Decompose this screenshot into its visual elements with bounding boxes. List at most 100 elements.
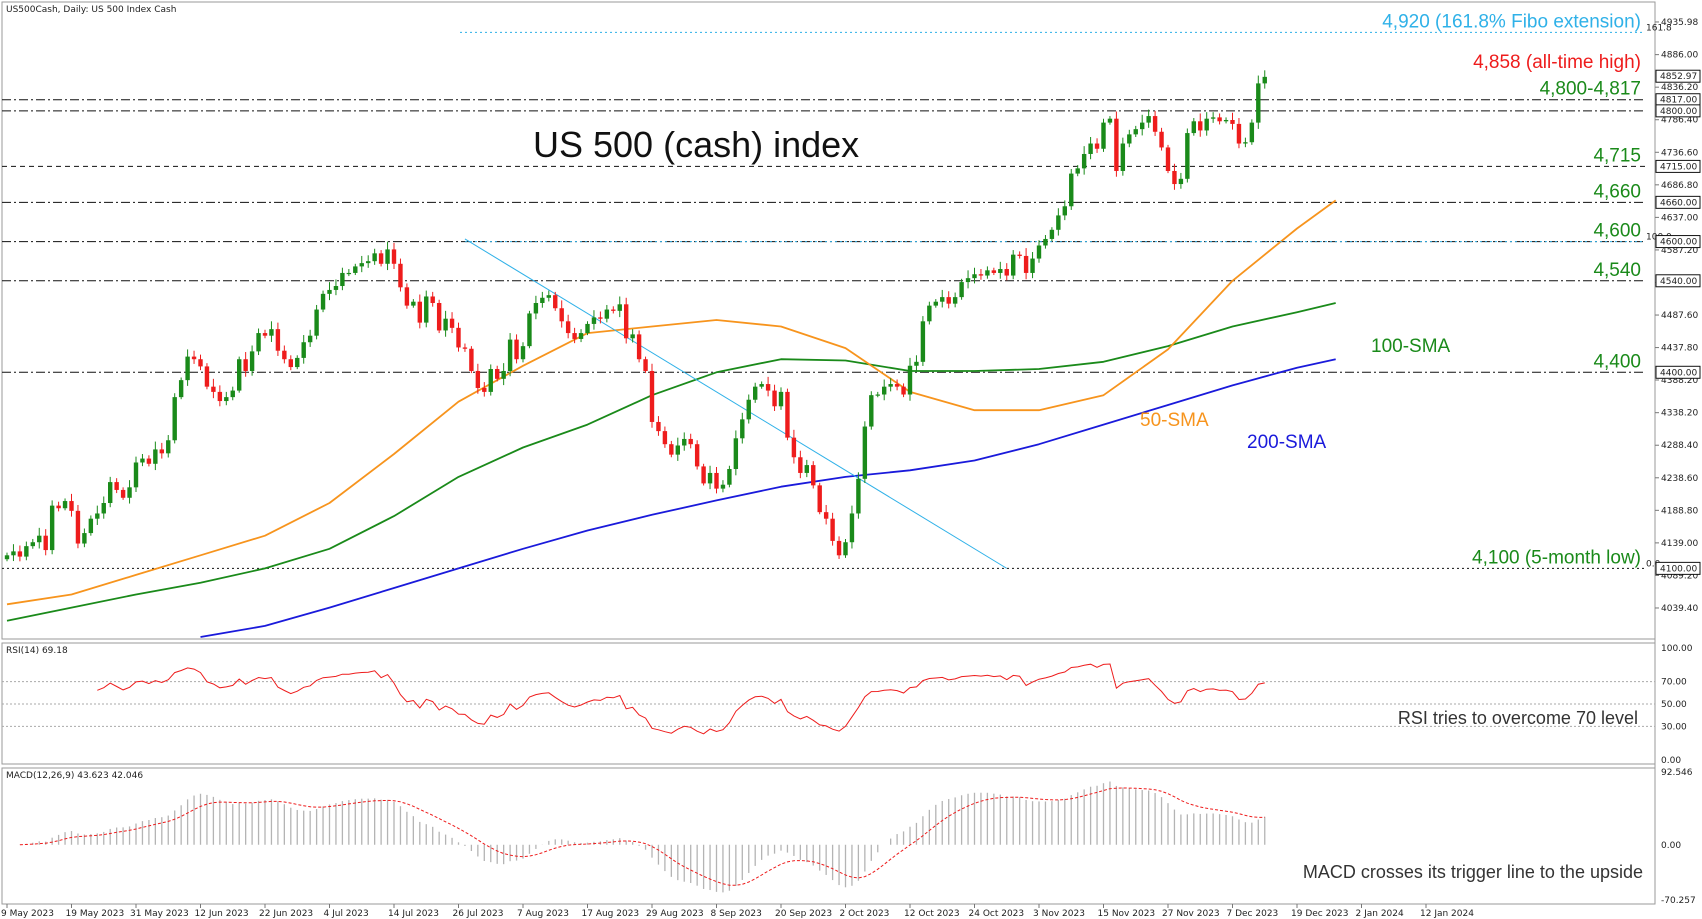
rsi-line: [97, 663, 1265, 735]
candle-body: [1056, 215, 1061, 230]
candle-body: [462, 347, 468, 349]
candle-body: [959, 282, 964, 298]
candle-body: [230, 390, 235, 398]
candle-body: [1043, 238, 1048, 246]
candle-body: [172, 397, 177, 441]
candle-body: [1107, 118, 1113, 123]
macd-signal-line: [19, 787, 1265, 886]
candle-body: [985, 270, 990, 276]
candle-body: [372, 253, 377, 262]
candle-body: [75, 510, 81, 544]
candle-body: [1140, 122, 1145, 130]
candle-body: [153, 449, 158, 464]
price-tick-label: 4139.00: [1661, 539, 1698, 549]
candle-body: [1249, 122, 1255, 143]
candle-body: [217, 391, 223, 402]
candle-body: [88, 518, 94, 534]
candle-body: [17, 551, 23, 557]
candle-body: [1011, 254, 1016, 276]
candle-body: [101, 503, 106, 514]
candle-body: [772, 390, 777, 407]
candle-body: [262, 333, 268, 336]
candle-body: [1185, 133, 1190, 179]
candle-body: [636, 334, 642, 360]
candle-body: [430, 296, 435, 304]
date-tick-label: 14 Jul 2023: [388, 909, 439, 919]
candle-body: [62, 501, 68, 509]
candle-body: [894, 384, 900, 387]
price-tick-label: 4935.98: [1661, 18, 1698, 28]
candle-body: [185, 356, 190, 381]
candle-body: [998, 269, 1003, 273]
candle-body: [295, 357, 300, 368]
candle-body: [1088, 143, 1093, 154]
date-tick-label: 27 Nov 2023: [1162, 909, 1220, 919]
candle-body: [694, 444, 700, 467]
candle-body: [1133, 129, 1138, 135]
price-tick-label: 4736.60: [1661, 148, 1698, 158]
candle-body: [753, 386, 758, 400]
candle-body: [256, 333, 261, 352]
candle-body: [914, 361, 919, 366]
candle-body: [624, 304, 629, 339]
candle-body: [585, 323, 590, 334]
candle-body: [765, 384, 771, 391]
date-tick-label: 26 Jul 2023: [453, 909, 504, 919]
candle-body: [1062, 206, 1067, 216]
price-box: [1655, 69, 1701, 83]
candle-body: [1223, 119, 1229, 122]
candle-body: [307, 335, 313, 343]
candle-body: [1210, 117, 1216, 119]
candle-body: [862, 426, 868, 479]
ma-label: 100-SMA: [1371, 336, 1451, 357]
candle-body: [1152, 116, 1158, 132]
candle-body: [1191, 121, 1196, 134]
candle-body: [456, 327, 461, 348]
rsi-panel: 100.00 70.00 50.00 30.00 0.00: [2, 644, 1693, 766]
candle-body: [785, 391, 790, 438]
level-label: 4,920 (161.8% Fibo extension): [1382, 11, 1641, 32]
candle-body: [578, 333, 584, 339]
candle-body: [630, 334, 635, 339]
candle-body: [1017, 254, 1022, 256]
candle-body: [475, 370, 481, 388]
candle-body: [1172, 170, 1177, 185]
candle-body: [346, 272, 352, 275]
candle-body: [1146, 116, 1151, 123]
date-tick-label: 20 Sep 2023: [775, 909, 832, 919]
date-tick-label: 2 Jan 2024: [1356, 909, 1404, 919]
price-box: [1655, 195, 1701, 209]
price-box: [1655, 274, 1701, 288]
candle-body: [140, 458, 145, 463]
candle-body: [1004, 269, 1009, 276]
candle-body: [501, 370, 506, 379]
ma-label: 50-SMA: [1140, 410, 1209, 431]
candle-body: [669, 444, 674, 455]
price-tick-label: 4188.80: [1661, 506, 1698, 516]
support-resistance-levels: 4,920 (161.8% Fibo extension) 4,858 (all-…: [2, 11, 1645, 569]
candle-body: [811, 465, 816, 486]
candle-body: [1243, 142, 1248, 144]
macd-tick-label: -70.257: [1661, 896, 1696, 906]
candle-body: [43, 535, 48, 551]
price-tick-label: 4288.40: [1661, 441, 1698, 451]
candle-body: [1081, 153, 1087, 169]
price-tick-label: 4437.80: [1661, 344, 1698, 354]
candle-body: [546, 295, 551, 298]
sma100-line: [6, 302, 1336, 622]
level-label: 4,715: [1593, 145, 1641, 166]
candle-body: [940, 297, 945, 302]
candle-body: [740, 419, 745, 439]
candle-body: [965, 278, 971, 283]
candle-body: [249, 351, 255, 371]
candle-body: [282, 350, 287, 360]
price-tick-label: 4886.00: [1661, 51, 1698, 61]
candle-body: [656, 421, 661, 432]
price-tick-label: 4836.20: [1661, 83, 1698, 93]
candle-body: [823, 512, 829, 519]
candle-body: [320, 293, 326, 310]
candle-body: [869, 395, 874, 427]
candle-body: [11, 551, 16, 556]
candle-body: [675, 445, 680, 455]
